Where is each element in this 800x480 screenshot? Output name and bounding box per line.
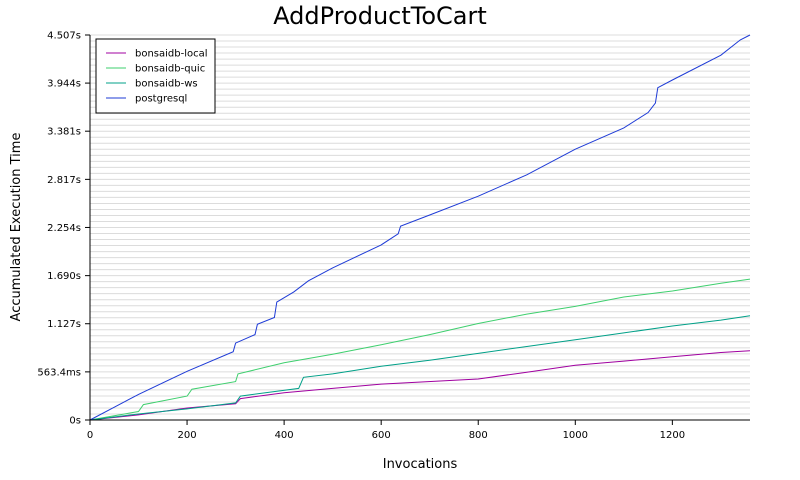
x-tick-label: 1200 — [660, 430, 685, 441]
legend: bonsaidb-local bonsaidb-quic bonsaidb-ws po… — [95, 38, 216, 114]
x-axis-label: Invocations — [383, 457, 458, 472]
x-tick-label: 600 — [372, 430, 391, 441]
axes: 0s 563.4ms 1.127s 1.690s 2.254s 2.817s 3.381s 3… — [37, 31, 750, 441]
legend-label: bonsaidb-ws — [135, 79, 198, 90]
legend-label: bonsaidb-local — [135, 49, 208, 60]
x-tick-label: 200 — [178, 430, 197, 441]
series-line-bonsaidb-ws — [89, 315, 751, 421]
y-tick-label: 4.507s — [47, 31, 81, 42]
y-tick-label: 0s — [69, 416, 81, 427]
series-lines — [89, 34, 751, 421]
y-tick-label: 1.690s — [47, 271, 81, 282]
series-line-postgresql — [89, 34, 751, 421]
legend-box — [95, 38, 216, 114]
y-tick-label: 2.254s — [47, 223, 81, 234]
x-tick-label: 400 — [275, 430, 294, 441]
legend-label: postgresql — [135, 94, 187, 105]
x-tick-label: 0 — [87, 430, 93, 441]
y-tick-label: 563.4ms — [37, 367, 81, 378]
x-tick-label: 1000 — [563, 430, 588, 441]
series-line-bonsaidb-quic — [89, 278, 751, 421]
legend-label: bonsaidb-quic — [135, 64, 205, 75]
y-tick-label: 3.381s — [47, 127, 81, 138]
y-tick-label: 2.817s — [47, 175, 81, 186]
chart-title: AddProductToCart — [273, 2, 487, 30]
x-tick-label: 800 — [469, 430, 488, 441]
y-axis-label: Accumulated Execution Time — [9, 133, 24, 322]
y-tick-label: 1.127s — [47, 319, 81, 330]
y-tick-label: 3.944s — [47, 79, 81, 90]
